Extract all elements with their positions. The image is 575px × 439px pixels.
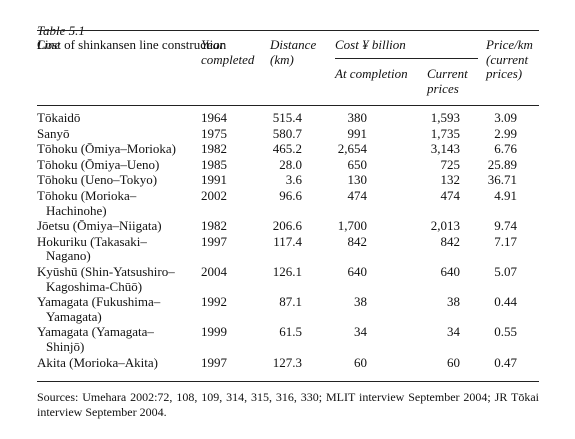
cell-price-km: 0.47	[494, 354, 517, 370]
cell-year: 1999	[201, 324, 227, 340]
cell-at-completion: 34	[354, 324, 367, 340]
cell-current: 38	[447, 294, 460, 310]
header-distance: Distance (km)	[270, 37, 317, 67]
cell-price-km: 36.71	[487, 172, 517, 188]
cell-current: 640	[440, 264, 461, 279]
cell-at-completion: 650	[347, 156, 368, 172]
cell-distance: 117.4	[273, 233, 302, 249]
cell-distance: 580.7	[272, 125, 302, 141]
cell-distance: 206.6	[272, 218, 302, 234]
cell-price-km: 9.74	[494, 218, 517, 234]
cell-price-km: 0.55	[494, 324, 517, 340]
cell-line: Tōkaidō	[37, 110, 81, 125]
cell-year: 1982	[201, 141, 227, 157]
cell-at-completion: 130	[347, 172, 368, 188]
cell-at-completion: 640	[347, 264, 368, 279]
cell-current: 1,593	[430, 110, 460, 125]
cell-distance: 3.6	[285, 172, 302, 188]
header-cost: Cost ¥ billion	[335, 37, 406, 52]
cell-price-km: 7.17	[494, 233, 517, 249]
caption-title: Cost of shinkansen line construction	[37, 37, 227, 53]
cell-line: Kyūshū (Shin-Yatsushiro– Kagoshima-Chūō)	[37, 264, 175, 294]
cell-price-km: 2.99	[494, 125, 517, 141]
header-price-km: Price/km (current prices)	[486, 37, 533, 82]
cell-line: Tōhoku (Ōmiya–Morioka)	[37, 141, 177, 157]
cost-rule	[335, 58, 478, 59]
cell-line: Jōetsu (Ōmiya–Niigata)	[37, 218, 162, 234]
cell-distance: 515.4	[272, 110, 302, 125]
cell-at-completion: 842	[347, 233, 368, 249]
cell-line: Hokuriku (Takasaki– Nagano)	[37, 233, 147, 264]
cell-distance: 126.1	[272, 264, 302, 279]
cell-distance: 96.6	[279, 188, 302, 203]
cell-line: Sanyō	[37, 125, 70, 141]
cell-distance: 28.0	[279, 156, 302, 172]
cell-year: 2002	[201, 188, 227, 203]
cell-current: 3,143	[430, 141, 460, 157]
cell-year: 1997	[201, 233, 227, 249]
cell-current: 1,735	[430, 125, 460, 141]
cell-at-completion: 991	[347, 125, 368, 141]
sources: Sources: Umehara 2002:72, 108, 109, 314,…	[37, 390, 539, 419]
header-year: Year completed	[201, 37, 255, 67]
cell-year: 1985	[201, 156, 227, 172]
cell-price-km: 4.91	[494, 188, 517, 203]
cell-current: 725	[440, 156, 461, 172]
cell-at-completion: 1,700	[337, 218, 367, 234]
header-at-completion: At completion	[335, 66, 408, 81]
cell-year: 1982	[201, 218, 227, 234]
cell-price-km: 5.07	[494, 264, 517, 279]
header-rule	[37, 105, 539, 106]
cell-price-km: 0.44	[494, 294, 517, 310]
cell-current: 60	[447, 354, 460, 370]
caption: Table 5.1 Cost of shinkansen line constr…	[37, 9, 226, 53]
cell-current: 842	[440, 233, 461, 249]
top-rule	[37, 30, 539, 31]
cell-distance: 465.2	[272, 141, 302, 157]
cell-distance: 61.5	[279, 324, 302, 340]
cell-line: Akita (Morioka–Akita)	[37, 354, 158, 370]
cell-current: 132	[440, 172, 461, 188]
cell-at-completion: 38	[354, 294, 367, 310]
cell-distance: 127.3	[272, 354, 302, 370]
cell-line: Tōhoku (Ueno–Tokyo)	[37, 172, 158, 188]
bottom-rule	[37, 381, 539, 382]
cell-at-completion: 474	[347, 188, 368, 203]
cell-year: 1964	[201, 110, 227, 125]
cell-at-completion: 2,654	[337, 141, 367, 157]
cell-current: 2,013	[430, 218, 460, 234]
cell-current: 34	[447, 324, 460, 340]
cell-line: Yamagata (Yamagata– Shinjō)	[37, 324, 154, 354]
cell-at-completion: 60	[354, 354, 367, 370]
cell-distance: 87.1	[279, 294, 302, 310]
cell-line: Tōhoku (Morioka– Hachinohe)	[37, 188, 137, 218]
cell-current: 474	[440, 188, 461, 203]
header-current: Current prices	[427, 66, 468, 96]
cell-price-km: 3.09	[494, 110, 517, 125]
cell-year: 2004	[201, 264, 227, 279]
cell-year: 1997	[201, 354, 227, 370]
cell-year: 1975	[201, 125, 227, 141]
cell-year: 1991	[201, 172, 227, 188]
cell-line: Tōhoku (Ōmiya–Ueno)	[37, 156, 160, 172]
cell-line: Yamagata (Fukushima– Yamagata)	[37, 294, 161, 324]
header-line: Line	[37, 37, 61, 52]
cell-year: 1992	[201, 294, 227, 310]
cell-price-km: 6.76	[494, 141, 517, 157]
cell-price-km: 25.89	[487, 156, 517, 172]
cell-at-completion: 380	[347, 110, 368, 125]
